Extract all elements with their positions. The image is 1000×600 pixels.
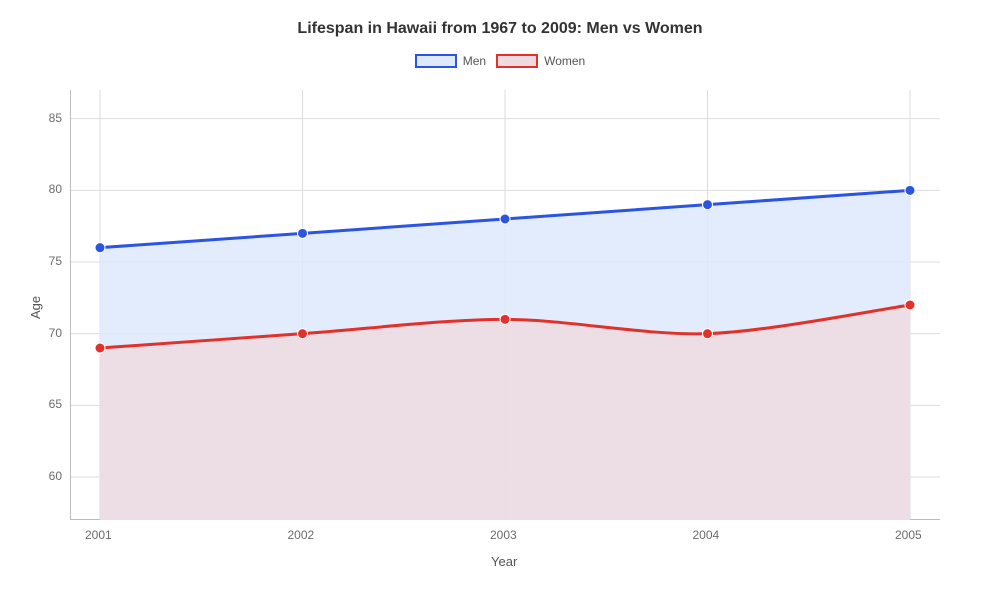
plot-area	[70, 90, 940, 520]
data-point[interactable]	[703, 200, 713, 210]
legend-item[interactable]: Men	[415, 54, 486, 68]
chart-legend: Men Women	[0, 54, 1000, 68]
data-point[interactable]	[298, 228, 308, 238]
y-tick-label: 75	[49, 254, 62, 268]
data-point[interactable]	[500, 314, 510, 324]
legend-swatch	[415, 54, 457, 68]
legend-label: Women	[544, 54, 585, 68]
plot-svg	[70, 90, 940, 520]
x-tick-label: 2005	[895, 528, 922, 542]
data-point[interactable]	[703, 329, 713, 339]
legend-item[interactable]: Women	[496, 54, 585, 68]
y-tick-label: 65	[49, 397, 62, 411]
y-tick-label: 60	[49, 469, 62, 483]
legend-label: Men	[463, 54, 486, 68]
x-tick-label: 2001	[85, 528, 112, 542]
legend-swatch	[496, 54, 538, 68]
data-point[interactable]	[905, 300, 915, 310]
x-tick-label: 2004	[693, 528, 720, 542]
y-axis-label: Age	[28, 296, 43, 319]
data-point[interactable]	[500, 214, 510, 224]
data-point[interactable]	[298, 329, 308, 339]
x-tick-label: 2002	[288, 528, 315, 542]
y-tick-label: 85	[49, 111, 62, 125]
y-tick-label: 70	[49, 326, 62, 340]
y-tick-label: 80	[49, 182, 62, 196]
data-point[interactable]	[95, 343, 105, 353]
x-tick-label: 2003	[490, 528, 517, 542]
chart-title: Lifespan in Hawaii from 1967 to 2009: Me…	[0, 20, 1000, 38]
x-axis-label: Year	[491, 554, 517, 569]
data-point[interactable]	[905, 185, 915, 195]
chart-container: Lifespan in Hawaii from 1967 to 2009: Me…	[0, 0, 1000, 600]
data-point[interactable]	[95, 243, 105, 253]
